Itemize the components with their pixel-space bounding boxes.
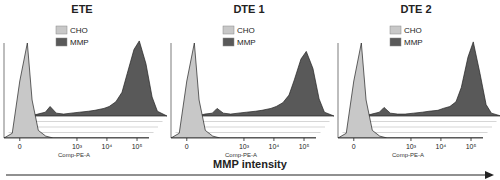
- x-tick: [106, 138, 107, 141]
- legend-label: MMP: [70, 38, 89, 47]
- x-tick-label: 10⁵: [132, 143, 143, 150]
- y-axis: [4, 43, 5, 138]
- x-tick-label: 0: [352, 143, 356, 150]
- x-tick-label: 10³: [239, 143, 250, 150]
- x-tick: [353, 138, 354, 141]
- histogram-area: [171, 43, 316, 138]
- title: DTE 1: [233, 3, 264, 15]
- title: DTE 2: [400, 3, 431, 15]
- legend-swatch: [390, 26, 401, 34]
- x-tick-label: 10⁵: [466, 143, 477, 150]
- histogram-area: [356, 42, 500, 116]
- legend-swatch: [223, 26, 234, 34]
- legend-label: MMP: [237, 38, 256, 47]
- marks: [4, 41, 167, 138]
- histogram-area: [338, 43, 483, 138]
- x-axis: [4, 138, 149, 139]
- panel: DTE 1010³10⁴10⁵Comp-PE-ACHOMMP: [171, 3, 334, 158]
- x-tick-label: 10⁴: [269, 143, 280, 150]
- histogram-area: [189, 51, 334, 116]
- legend-swatch: [56, 38, 67, 46]
- x-tick: [440, 138, 441, 141]
- x-axis: [171, 138, 316, 139]
- legend-swatch: [56, 26, 67, 34]
- footer-arrow: [6, 174, 486, 175]
- x-tick: [471, 138, 472, 141]
- layer-line: [18, 121, 163, 122]
- x-tick-label: 10⁴: [102, 143, 113, 150]
- x-tick: [273, 138, 274, 141]
- histogram-area: [4, 43, 149, 138]
- legend-label: CHO: [237, 26, 255, 35]
- x-tick-label: 0: [185, 143, 189, 150]
- layer-line: [185, 121, 330, 122]
- x-axis-label: Comp-PE-A: [392, 152, 424, 158]
- histogram-area: [22, 41, 167, 116]
- y-axis: [338, 43, 339, 138]
- marks: [338, 42, 500, 138]
- y-axis: [171, 43, 172, 138]
- x-tick: [186, 138, 187, 141]
- legend-swatch: [223, 38, 234, 46]
- x-tick: [76, 138, 77, 141]
- x-tick-label: 10³: [72, 143, 83, 150]
- legend-label: CHO: [404, 26, 422, 35]
- x-tick: [19, 138, 20, 141]
- footer-arrowhead: [485, 171, 494, 179]
- x-tick: [304, 138, 305, 141]
- x-tick: [410, 138, 411, 141]
- panel: DTE 2 0 10³ 10⁴ 10⁵ Comp-PE-A CHO MMP: [338, 3, 500, 158]
- title: ETE: [71, 3, 92, 15]
- x-tick-label: 10³: [406, 143, 417, 150]
- x-tick-label: 10⁵: [299, 143, 310, 150]
- legend-label: CHO: [70, 26, 88, 35]
- legend-swatch: [390, 38, 401, 46]
- footer-label: MMP intensity: [213, 158, 288, 170]
- panel: ETE 0 10³ 10⁴ 10⁵ Comp-PE-A CHO MMP: [4, 3, 167, 158]
- legend-label: MMP: [404, 38, 423, 47]
- figure: ETE 0 10³ 10⁴ 10⁵ Comp-PE-A CHO MMP DTE 1 0 10³ 10⁴…: [0, 0, 500, 180]
- x-tick: [243, 138, 244, 141]
- x-tick: [137, 138, 138, 141]
- x-axis: [338, 138, 483, 139]
- x-tick-label: 0: [18, 143, 22, 150]
- layer-line: [352, 121, 497, 122]
- marks: [171, 43, 334, 138]
- x-axis-label: Comp-PE-A: [58, 152, 90, 158]
- x-tick-label: 10⁴: [436, 143, 447, 150]
